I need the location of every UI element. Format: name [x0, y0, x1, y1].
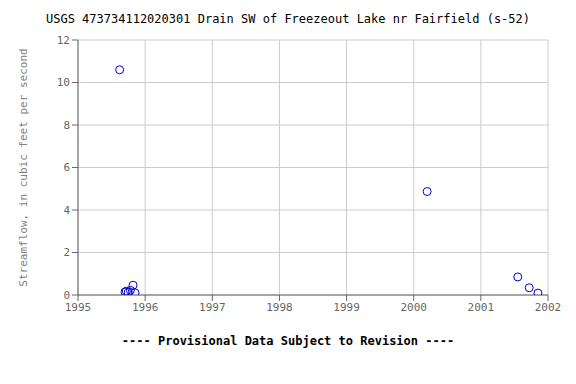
- svg-text:1998: 1998: [266, 301, 293, 314]
- svg-text:10: 10: [57, 76, 70, 89]
- html-text:---- Provisional Data Subject: ---- Provisional Data Subject to Revisio…: [121, 334, 455, 348]
- svg-text:12: 12: [57, 34, 70, 47]
- svg-text:1996: 1996: [132, 301, 159, 314]
- svg-text:6: 6: [63, 161, 70, 174]
- svg-text:4: 4: [63, 204, 70, 217]
- svg-text:2: 2: [63, 246, 70, 259]
- svg-text:8: 8: [63, 119, 70, 132]
- svg-text:1997: 1997: [199, 301, 226, 314]
- svg-text:2000: 2000: [400, 301, 427, 314]
- svg-text:0: 0: [63, 289, 70, 302]
- svg-text:1995: 1995: [65, 301, 92, 314]
- svg-text:1999: 1999: [333, 301, 360, 314]
- svg-text:Streamflow, in cubic feet per: Streamflow, in cubic feet per second: [17, 48, 30, 286]
- svg-text:2002: 2002: [535, 301, 562, 314]
- svg-text:2001: 2001: [468, 301, 495, 314]
- html-text:USGS 473734112020301 Drain SW: USGS 473734112020301 Drain SW of Freezeo…: [46, 12, 530, 26]
